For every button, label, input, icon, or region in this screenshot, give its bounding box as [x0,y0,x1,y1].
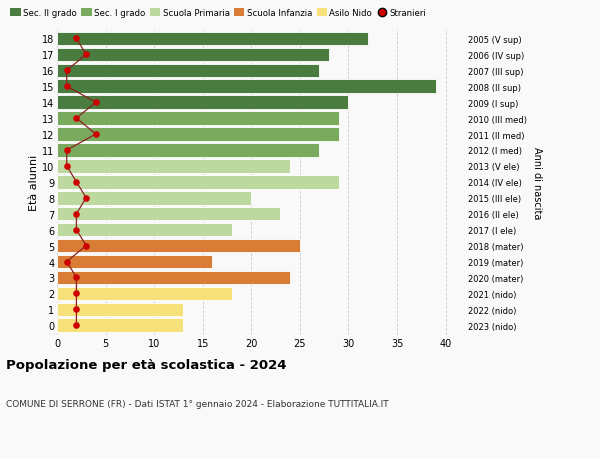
Bar [57,33,368,46]
Bar [57,176,339,189]
Point [71,226,81,234]
Point [71,115,81,123]
Y-axis label: Età alunni: Età alunni [29,154,39,211]
Point [71,290,81,297]
Point [91,131,101,139]
Bar [57,160,290,174]
Text: COMUNE DI SERRONE (FR) - Dati ISTAT 1° gennaio 2024 - Elaborazione TUTTITALIA.IT: COMUNE DI SERRONE (FR) - Dati ISTAT 1° g… [6,399,389,409]
Bar [57,96,349,110]
Point [62,147,71,154]
Point [71,274,81,281]
Bar [57,287,232,301]
Bar [57,49,329,62]
Text: Popolazione per età scolastica - 2024: Popolazione per età scolastica - 2024 [6,358,287,371]
Point [71,306,81,313]
Bar [57,255,212,269]
Point [62,84,71,91]
Point [91,99,101,106]
Point [62,258,71,266]
Point [82,242,91,250]
Y-axis label: Anni di nascita: Anni di nascita [532,146,542,218]
Bar [57,239,300,253]
Point [62,67,71,75]
Point [71,36,81,43]
Bar [57,191,251,205]
Bar [57,207,280,221]
Bar [57,224,232,237]
Bar [57,64,319,78]
Point [71,322,81,329]
Bar [57,319,183,332]
Point [71,179,81,186]
Bar [57,303,183,316]
Bar [57,128,339,141]
Legend: Sec. II grado, Sec. I grado, Scuola Primaria, Scuola Infanzia, Asilo Nido, Stran: Sec. II grado, Sec. I grado, Scuola Prim… [10,9,426,18]
Point [82,195,91,202]
Point [82,51,91,59]
Bar [57,144,319,157]
Bar [57,112,339,126]
Bar [57,80,436,94]
Bar [57,271,290,285]
Point [62,163,71,170]
Point [71,211,81,218]
